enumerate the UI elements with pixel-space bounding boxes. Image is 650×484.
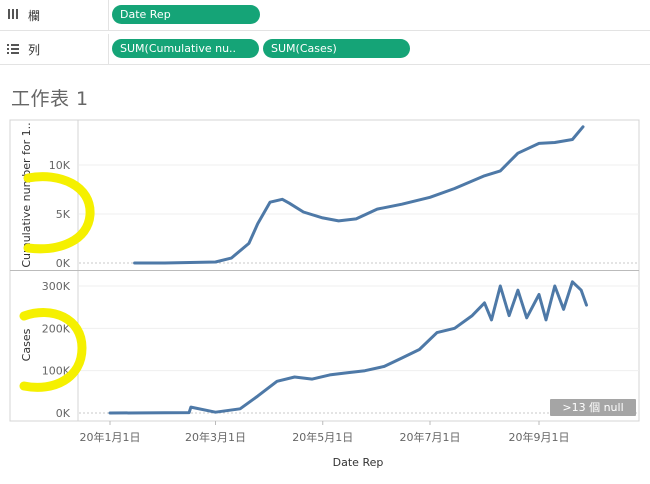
- y-tick-label: 0K: [56, 257, 71, 270]
- cumulative-series-line: [133, 125, 585, 265]
- columns-shelf: 欄 Date Rep: [0, 0, 650, 31]
- pill-sum-cases[interactable]: SUM(Cases): [263, 39, 410, 58]
- cases-series-line: [108, 280, 588, 415]
- y-axis-label-cases: Cases: [20, 328, 33, 361]
- series-lines: [108, 125, 588, 415]
- rows-icon: [6, 40, 20, 56]
- x-tick-label: 20年9月1日: [509, 430, 570, 444]
- columns-icon: [6, 6, 20, 22]
- highlight-mark-bottom: [19, 308, 87, 392]
- sheet-title: 工作表 1: [11, 88, 89, 110]
- null-values-badge[interactable]: >13 個 null: [550, 399, 636, 416]
- rows-shelf: 列 SUM(Cumulative nu.. SUM(Cases): [0, 34, 650, 65]
- y-tick-labels: 0K 5K 10K 0K 100K 200K 300K: [42, 159, 71, 420]
- pill-date-rep[interactable]: Date Rep: [112, 5, 260, 24]
- rows-shelf-label: 列: [0, 34, 109, 64]
- x-tick-label: 20年1月1日: [80, 430, 141, 444]
- highlight-mark-top: [23, 172, 95, 254]
- rows-shelf-text: 列: [28, 43, 41, 57]
- y-tick-label: 100K: [42, 365, 71, 378]
- x-tick-label: 20年7月1日: [399, 430, 460, 444]
- y-tick-label: 10K: [49, 159, 71, 172]
- y-axis-label-cumulative: Cumulative number for 1..: [20, 122, 33, 267]
- x-axis-label: Date Rep: [333, 456, 384, 469]
- columns-shelf-label: 欄: [0, 0, 109, 30]
- y-tick-label: 200K: [42, 322, 71, 335]
- x-tick-label: 20年5月1日: [292, 430, 353, 444]
- y-tick-label: 0K: [56, 407, 71, 420]
- pill-sum-cumulative[interactable]: SUM(Cumulative nu..: [112, 39, 259, 58]
- columns-shelf-text: 欄: [28, 9, 41, 23]
- y-tick-label: 5K: [56, 208, 71, 221]
- y-tick-label: 300K: [42, 280, 71, 293]
- x-tick-labels: 20年1月1日 20年3月1日 20年5月1日 20年7月1日 20年9月1日: [80, 421, 570, 444]
- x-tick-label: 20年3月1日: [185, 430, 246, 444]
